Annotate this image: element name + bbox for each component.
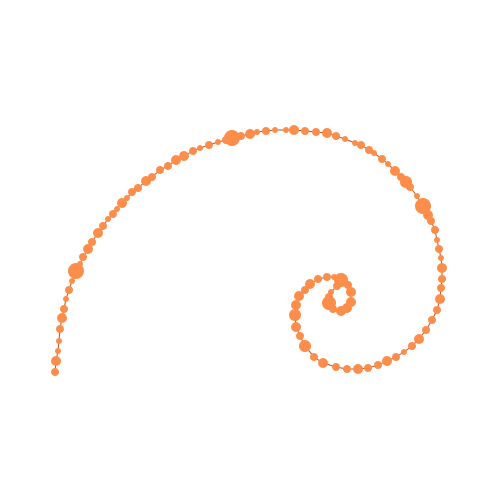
node bbox=[332, 363, 340, 371]
node bbox=[352, 140, 358, 146]
node bbox=[189, 147, 197, 155]
node bbox=[342, 136, 348, 142]
node bbox=[109, 210, 117, 218]
node bbox=[374, 361, 382, 369]
node bbox=[205, 141, 213, 149]
node bbox=[422, 326, 430, 334]
node bbox=[272, 127, 278, 133]
node bbox=[117, 198, 127, 208]
node bbox=[385, 161, 391, 167]
node bbox=[437, 284, 445, 292]
node bbox=[312, 128, 320, 136]
nodes-layer bbox=[51, 125, 447, 376]
node bbox=[323, 273, 331, 281]
node bbox=[105, 216, 111, 222]
node bbox=[344, 281, 352, 289]
node bbox=[296, 332, 304, 340]
node bbox=[437, 263, 447, 273]
node bbox=[392, 353, 400, 361]
node bbox=[83, 244, 93, 254]
node bbox=[294, 291, 304, 301]
node bbox=[406, 183, 414, 191]
node bbox=[57, 313, 67, 323]
node bbox=[69, 278, 75, 284]
node bbox=[332, 132, 340, 140]
node bbox=[164, 162, 172, 170]
node bbox=[283, 127, 289, 133]
node bbox=[148, 173, 156, 181]
node bbox=[364, 364, 372, 372]
node bbox=[435, 245, 443, 253]
node bbox=[128, 188, 136, 196]
node bbox=[289, 125, 299, 135]
node bbox=[60, 305, 68, 313]
node bbox=[224, 130, 240, 146]
node bbox=[291, 322, 301, 332]
node bbox=[237, 132, 245, 140]
node bbox=[353, 364, 363, 374]
node bbox=[197, 145, 203, 151]
node bbox=[215, 139, 221, 145]
node bbox=[134, 184, 142, 192]
node bbox=[336, 306, 346, 316]
node bbox=[414, 193, 420, 199]
node bbox=[322, 296, 336, 310]
node bbox=[435, 294, 445, 304]
node bbox=[343, 365, 351, 373]
node bbox=[434, 237, 440, 243]
node bbox=[328, 289, 334, 295]
node bbox=[415, 198, 431, 214]
node bbox=[77, 261, 83, 267]
node bbox=[79, 253, 87, 261]
node bbox=[56, 338, 62, 344]
node bbox=[408, 342, 416, 350]
node bbox=[114, 206, 120, 212]
node bbox=[124, 195, 130, 201]
node bbox=[301, 127, 309, 135]
node bbox=[346, 287, 356, 297]
node bbox=[55, 348, 61, 354]
node bbox=[378, 155, 386, 163]
node bbox=[314, 275, 322, 283]
edges-layer bbox=[54, 129, 443, 373]
node bbox=[245, 129, 255, 139]
node bbox=[318, 358, 328, 368]
node bbox=[433, 306, 441, 314]
node bbox=[382, 356, 392, 366]
node bbox=[310, 353, 318, 361]
node bbox=[333, 282, 341, 290]
node bbox=[438, 275, 446, 283]
node bbox=[289, 309, 301, 321]
node bbox=[427, 217, 435, 225]
node bbox=[171, 155, 181, 165]
node bbox=[56, 325, 64, 333]
node bbox=[51, 356, 61, 366]
node bbox=[291, 300, 301, 310]
node bbox=[390, 166, 400, 176]
node bbox=[63, 296, 69, 302]
node bbox=[431, 226, 439, 234]
node bbox=[51, 368, 59, 376]
node bbox=[428, 316, 436, 324]
node bbox=[156, 166, 164, 174]
node bbox=[438, 255, 444, 261]
node bbox=[93, 228, 103, 238]
node bbox=[65, 286, 73, 294]
node bbox=[371, 150, 377, 156]
node bbox=[365, 146, 373, 154]
node bbox=[299, 340, 311, 352]
node bbox=[338, 277, 346, 285]
node bbox=[322, 128, 332, 138]
node bbox=[88, 238, 96, 246]
node bbox=[357, 141, 365, 149]
node bbox=[305, 279, 315, 289]
node bbox=[179, 151, 189, 161]
node bbox=[414, 334, 424, 344]
node bbox=[401, 349, 407, 355]
node bbox=[254, 129, 260, 135]
node bbox=[99, 222, 107, 230]
node bbox=[262, 127, 270, 135]
